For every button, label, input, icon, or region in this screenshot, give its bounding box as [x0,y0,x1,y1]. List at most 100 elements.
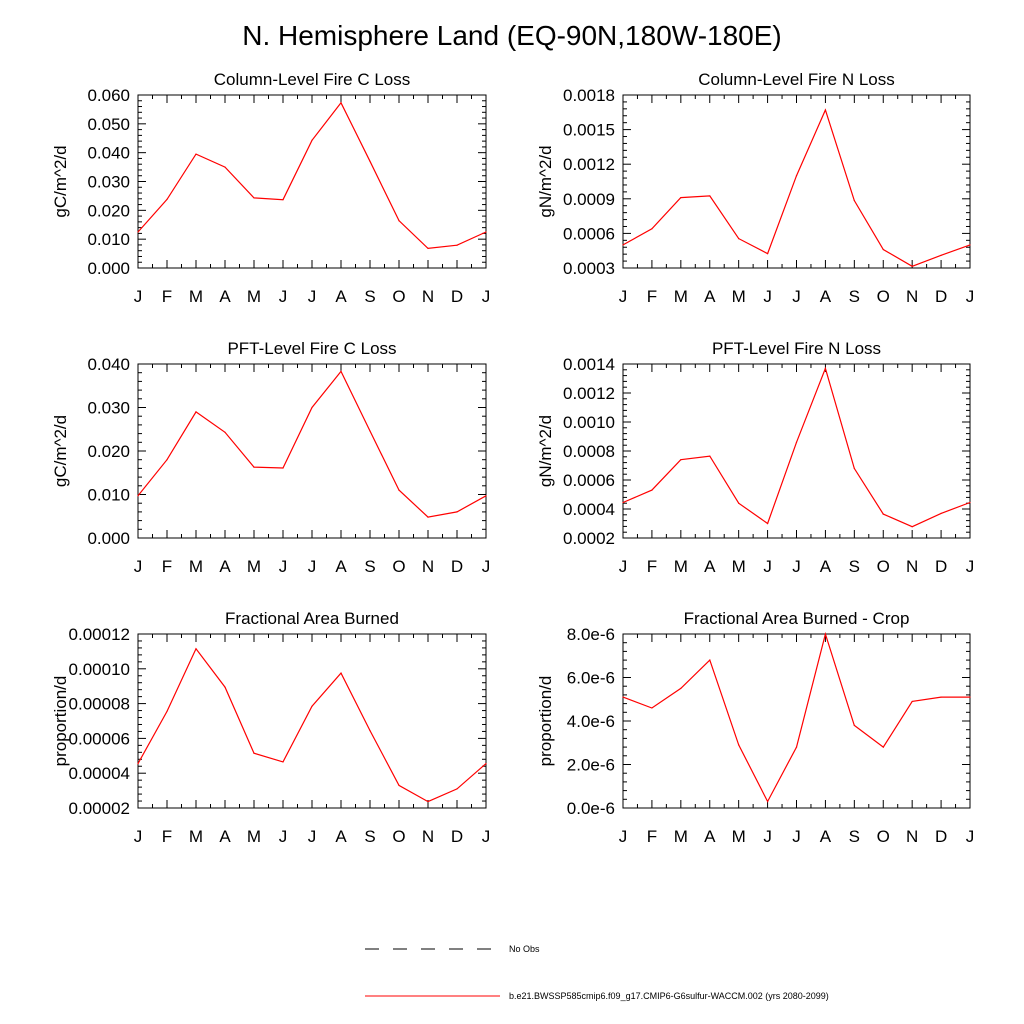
data-point [282,199,284,201]
x-tick-label: M [732,827,746,846]
y-tick-label: 0.00002 [69,799,130,818]
data-point [911,265,913,267]
data-point [369,729,371,732]
y-tick-label: 6.0e-6 [567,669,615,688]
y-tick-label: 0.00004 [69,764,130,783]
data-point [195,411,197,413]
y-tick-label: 0.040 [87,355,130,374]
x-tick-label: J [966,827,975,846]
y-tick-label: 0.00008 [69,695,130,714]
plot-frame [622,633,971,809]
data-point [398,489,400,491]
data-point [969,501,971,504]
x-tick-label: A [704,287,716,306]
x-tick-label: A [219,287,231,306]
data-point [224,686,226,688]
y-tick-label: 0.020 [87,201,130,220]
data-point [940,696,942,698]
series-line [622,631,970,803]
x-tick-label: O [392,287,405,306]
x-tick-label: M [247,827,261,846]
panel-title: PFT-Level Fire N Loss [712,339,881,358]
x-tick-label: J [279,557,288,576]
data-point [485,231,487,233]
x-tick-label: A [820,827,832,846]
data-point [456,244,458,246]
x-tick-label: D [935,827,947,846]
y-axis-label: gC/m^2/d [51,145,70,217]
series-line [622,366,971,528]
panel-title: Fractional Area Burned [225,609,399,628]
data-point [137,495,139,497]
x-tick-label: J [763,557,772,576]
data-point [882,746,884,748]
data-point [940,512,942,514]
x-tick-label: O [392,827,405,846]
data-point [680,687,682,689]
y-tick-label: 0.020 [87,442,130,461]
y-tick-label: 0.0008 [563,442,615,461]
data-point [398,784,400,786]
x-tick-label: A [704,827,716,846]
x-tick-label: M [189,287,203,306]
y-tick-label: 0.050 [87,115,130,134]
x-tick-label: O [877,557,890,576]
data-point [738,502,740,504]
legend-model-label: b.e21.BWSSP585cmip6.f09_g17.CMIP6-G6sulf… [509,991,829,1001]
y-tick-label: 4.0e-6 [567,712,615,731]
y-tick-label: 0.030 [87,173,130,192]
x-tick-label: S [364,287,375,306]
y-tick-label: 0.0e-6 [567,799,615,818]
data-point [253,466,255,468]
x-tick-label: A [820,287,832,306]
y-tick-label: 0.000 [87,259,130,278]
data-point [824,367,827,369]
x-tick-label: A [820,557,832,576]
x-tick-label: S [364,827,375,846]
data-point [137,231,139,233]
x-tick-label: J [308,827,317,846]
x-tick-label: N [906,287,918,306]
data-point [738,744,740,746]
x-tick-label: J [279,827,288,846]
data-point [853,467,855,469]
data-point [427,247,429,249]
series-line [137,101,487,250]
data-point [795,746,798,748]
y-tick-label: 0.0004 [563,500,615,519]
x-tick-label: A [704,557,716,576]
data-point [166,710,168,713]
x-tick-label: J [966,557,975,576]
x-tick-label: A [219,827,231,846]
x-tick-label: F [647,827,657,846]
data-point [651,707,653,709]
y-tick-label: 0.010 [87,230,130,249]
x-tick-label: D [451,827,463,846]
y-tick-label: 0.0003 [563,259,615,278]
x-tick-label: J [792,557,801,576]
data-point [427,516,429,518]
x-tick-label: N [422,557,434,576]
data-point [166,459,168,461]
page-title: N. Hemisphere Land (EQ-90N,180W-180E) [242,20,782,51]
data-point [311,406,313,409]
data-point [766,252,769,255]
y-tick-label: 8.0e-6 [567,625,615,644]
y-tick-label: 0.0012 [563,384,615,403]
x-tick-label: J [134,557,143,576]
x-tick-label: D [451,557,463,576]
x-tick-label: M [674,287,688,306]
y-tick-label: 0.00006 [69,729,130,748]
panel-title: Column-Level Fire N Loss [698,70,895,89]
x-tick-label: J [619,287,628,306]
series-line [137,370,487,518]
data-point [969,244,971,246]
data-point [940,254,942,256]
plot-frame [622,94,971,269]
data-point [622,696,624,698]
y-tick-label: 0.000 [87,529,130,548]
data-point [853,724,855,726]
data-point [224,431,226,433]
x-tick-label: N [906,827,918,846]
y-tick-label: 0.0012 [563,155,615,174]
